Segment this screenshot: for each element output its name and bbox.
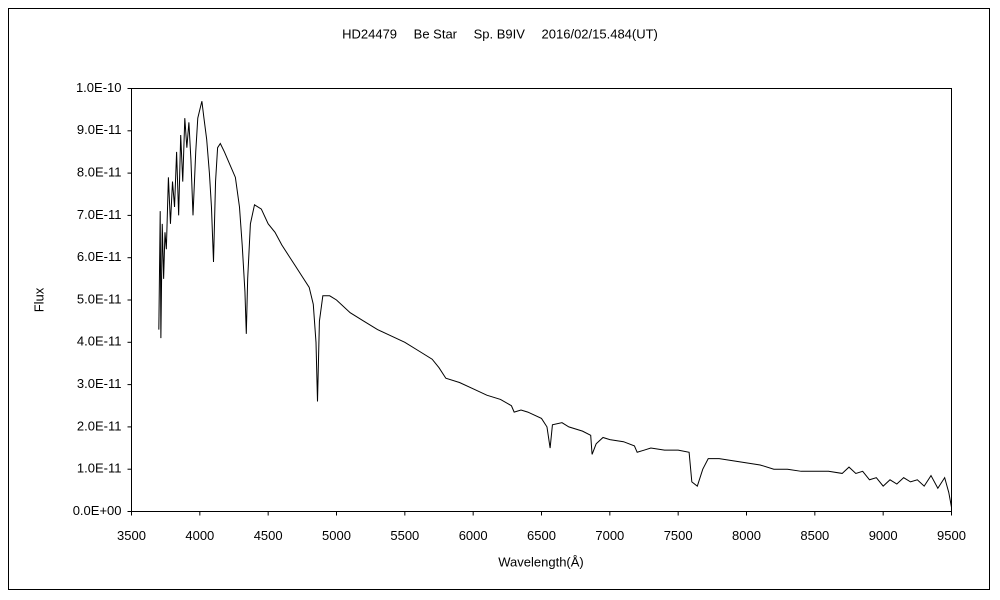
x-tick-label: 8500 bbox=[800, 528, 829, 543]
spectrum-line bbox=[158, 101, 952, 508]
y-tick-label: 0.0E+00 bbox=[73, 503, 122, 518]
y-tick-label: 6.0E-11 bbox=[77, 249, 122, 264]
chart-title: HD24479 Be Star Sp. B9IV 2016/02/15.484(… bbox=[342, 26, 658, 41]
x-tick-label: 3500 bbox=[117, 528, 146, 543]
x-tick-label: 6500 bbox=[527, 528, 556, 543]
x-axis-label: Wavelength(Å) bbox=[498, 554, 584, 569]
y-tick-label: 1.0E-10 bbox=[76, 80, 122, 95]
y-tick-label: 8.0E-11 bbox=[77, 165, 122, 180]
x-tick-label: 7000 bbox=[595, 528, 624, 543]
y-tick-label: 4.0E-11 bbox=[77, 334, 122, 349]
y-tick-label: 1.0E-11 bbox=[77, 461, 122, 476]
x-tick-label: 6000 bbox=[459, 528, 488, 543]
x-tick-label: 9500 bbox=[937, 528, 966, 543]
x-tick-label: 8000 bbox=[732, 528, 761, 543]
x-tick-label: 9000 bbox=[869, 528, 898, 543]
x-tick-label: 5000 bbox=[322, 528, 351, 543]
x-tick-label: 7500 bbox=[664, 528, 693, 543]
y-tick-label: 2.0E-11 bbox=[77, 418, 122, 433]
frame bbox=[8, 8, 990, 590]
y-axis-label: Flux bbox=[31, 287, 46, 312]
y-tick-label: 5.0E-11 bbox=[77, 291, 122, 306]
x-tick-label: 5500 bbox=[390, 528, 419, 543]
x-tick-label: 4500 bbox=[254, 528, 283, 543]
y-tick-label: 9.0E-11 bbox=[77, 122, 122, 137]
y-tick-label: 3.0E-11 bbox=[77, 376, 122, 391]
y-tick-label: 7.0E-11 bbox=[77, 207, 122, 222]
x-tick-label: 4000 bbox=[185, 528, 214, 543]
